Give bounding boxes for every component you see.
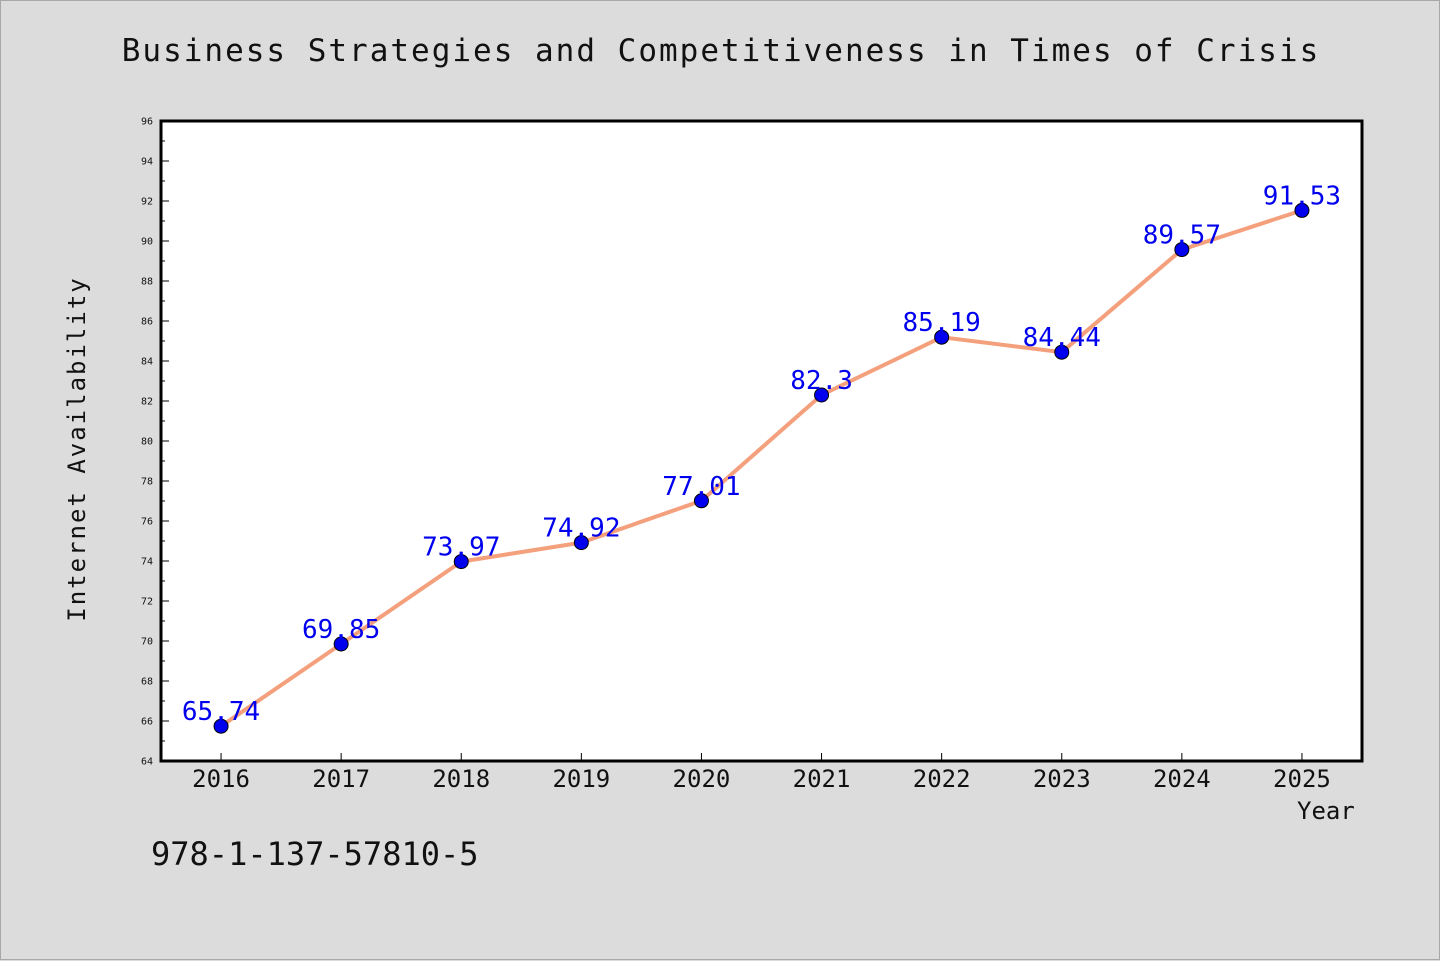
data-point bbox=[333, 636, 349, 652]
chart-title: Business Strategies and Competitiveness … bbox=[121, 33, 1321, 69]
x-tick-label: 2021 bbox=[793, 765, 851, 793]
data-point bbox=[453, 554, 469, 570]
y-tick-label: 74 bbox=[141, 557, 153, 568]
y-tick-label: 84 bbox=[141, 357, 153, 368]
y-tick-label: 72 bbox=[141, 597, 153, 608]
y-tick-label: 94 bbox=[141, 157, 153, 168]
data-point bbox=[814, 387, 830, 403]
plot-area bbox=[161, 121, 1362, 761]
data-label: 84.44 bbox=[1023, 323, 1101, 353]
x-tick-label: 2016 bbox=[192, 765, 250, 793]
x-tick-label: 2017 bbox=[312, 765, 370, 793]
data-label: 89.57 bbox=[1143, 221, 1221, 251]
data-label: 73.97 bbox=[422, 533, 500, 563]
y-tick-label: 66 bbox=[141, 717, 153, 728]
x-tick-label: 2022 bbox=[913, 765, 971, 793]
x-axis-label: Year bbox=[1297, 797, 1355, 825]
x-axis: 2016 2017 2018 2019 2020 2021 2022 2023 2024 2025 bbox=[192, 753, 1331, 793]
y-tick-label: 96 bbox=[141, 117, 153, 128]
data-label: 77.01 bbox=[662, 472, 740, 502]
y-tick-label: 64 bbox=[141, 757, 153, 768]
data-label: 91.53 bbox=[1263, 181, 1341, 211]
y-axis-label: Internet Availability bbox=[63, 276, 91, 622]
y-tick-label: 92 bbox=[141, 197, 153, 208]
x-tick-label: 2018 bbox=[432, 765, 490, 793]
y-tick-label: 86 bbox=[141, 317, 153, 328]
x-tick-label: 2024 bbox=[1153, 765, 1211, 793]
plot-border bbox=[159, 119, 1364, 763]
data-point bbox=[1294, 202, 1310, 218]
y-tick-label: 80 bbox=[141, 437, 153, 448]
y-tick-label: 88 bbox=[141, 277, 153, 288]
x-tick-label: 2019 bbox=[552, 765, 610, 793]
series-line bbox=[219, 208, 1303, 728]
y-tick-label: 76 bbox=[141, 517, 153, 528]
data-point bbox=[213, 718, 229, 734]
data-label: 74.92 bbox=[542, 514, 620, 544]
y-tick-label: 70 bbox=[141, 637, 153, 648]
data-point bbox=[1054, 344, 1070, 360]
data-point bbox=[573, 535, 589, 551]
data-label: 82.3 bbox=[790, 366, 853, 396]
y-tick-label: 82 bbox=[141, 397, 153, 408]
x-tick-label: 2020 bbox=[673, 765, 731, 793]
y-tick-label: 78 bbox=[141, 477, 153, 488]
x-tick-label: 2025 bbox=[1273, 765, 1331, 793]
data-label: 69.85 bbox=[302, 615, 380, 645]
x-tick-label: 2023 bbox=[1033, 765, 1091, 793]
y-tick-label: 90 bbox=[141, 237, 153, 248]
data-label: 85.19 bbox=[903, 308, 981, 338]
data-point bbox=[693, 493, 709, 509]
series-markers bbox=[213, 202, 1310, 734]
isbn-annotation: 978-1-137-57810-5 bbox=[151, 835, 479, 873]
data-point bbox=[934, 329, 950, 345]
y-tick-label: 68 bbox=[141, 677, 153, 688]
data-labels: 65.74 69.85 73.97 74.92 77.01 82.3 85.19 84.44 8… bbox=[182, 181, 1341, 727]
data-point bbox=[1174, 242, 1190, 258]
data-label: 65.74 bbox=[182, 697, 260, 727]
